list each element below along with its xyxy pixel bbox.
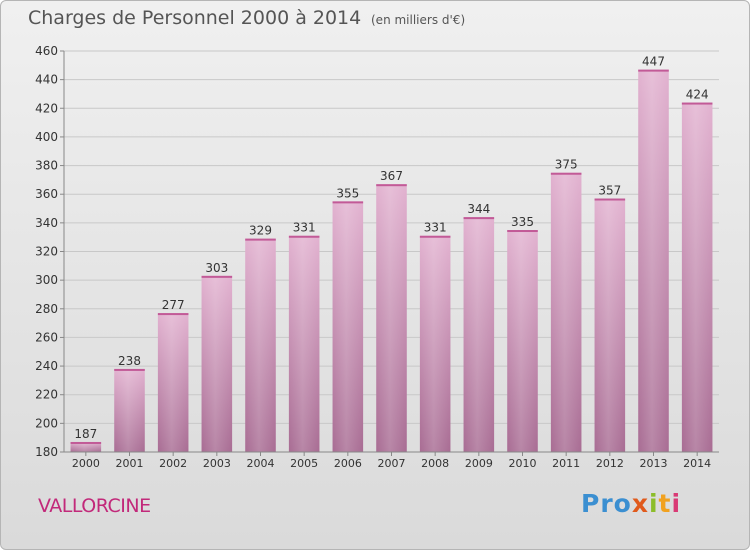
bar-top (419, 235, 451, 238)
commune-name: VALLORCINE (38, 495, 151, 517)
y-tick-label: 440 (35, 73, 58, 87)
bar-top (201, 275, 233, 278)
y-tick-label: 280 (35, 302, 58, 316)
y-tick-label: 200 (35, 416, 58, 430)
data-label: 375 (555, 158, 578, 172)
x-tick-label: 2001 (116, 457, 144, 470)
y-tick-label: 340 (35, 216, 58, 230)
bar-highlight (550, 172, 582, 452)
data-label: 447 (642, 55, 665, 69)
chart-subtitle: (en milliers d'€) (371, 13, 466, 27)
bar-top (70, 441, 102, 444)
data-label: 344 (467, 202, 490, 216)
x-tick-label: 2010 (509, 457, 537, 470)
x-tick-label: 2002 (159, 457, 187, 470)
bar-highlight (638, 69, 669, 452)
x-tick-label: 2014 (683, 457, 711, 470)
x-tick-label: 2012 (596, 457, 624, 470)
bar-highlight (114, 368, 145, 452)
logo-part-3: i (648, 489, 659, 518)
bar-top (463, 217, 495, 220)
y-tick-label: 380 (35, 159, 58, 173)
y-tick-label: 400 (35, 130, 58, 144)
y-tick-label: 180 (35, 445, 58, 459)
proxiti-logo: Proxiti (581, 489, 681, 518)
y-tick-label: 260 (35, 330, 58, 344)
data-label: 277 (162, 298, 185, 312)
data-label: 331 (293, 221, 316, 235)
logo-part-5: i (671, 489, 682, 518)
data-label: 187 (74, 427, 97, 441)
bar-highlight (245, 238, 276, 452)
bar-top (332, 201, 364, 204)
bar-highlight (594, 198, 626, 452)
bar-highlight (419, 235, 451, 452)
x-tick-label: 2009 (465, 457, 493, 470)
logo-part-1: Pro (581, 489, 632, 518)
bar-top (507, 230, 538, 233)
y-tick-label: 240 (35, 359, 58, 373)
x-tick-label: 2004 (247, 457, 275, 470)
data-label: 331 (424, 221, 447, 235)
bar-highlight (288, 235, 320, 452)
x-tick-label: 2007 (378, 457, 406, 470)
y-tick-label: 460 (35, 44, 58, 58)
y-tick-label: 360 (35, 187, 58, 201)
data-label: 367 (380, 169, 403, 183)
bar-highlight (201, 275, 233, 452)
bar-highlight (70, 441, 102, 452)
x-tick-label: 2006 (334, 457, 362, 470)
bar-top (288, 235, 320, 238)
x-tick-label: 2005 (290, 457, 318, 470)
bar-highlight (507, 230, 538, 452)
logo-part-4: t (658, 489, 672, 518)
x-tick-label: 2003 (203, 457, 231, 470)
chart-title: Charges de Personnel 2000 à 2014 (28, 7, 362, 29)
logo-part-2: x (631, 489, 649, 518)
data-label: 335 (511, 215, 534, 229)
bar-top (157, 313, 189, 316)
bar-highlight (681, 102, 713, 453)
x-tick-label: 2008 (421, 457, 449, 470)
y-tick-label: 220 (35, 388, 58, 402)
y-tick-label: 320 (35, 245, 58, 259)
bar-top (594, 198, 626, 201)
bar-top (638, 69, 669, 72)
x-tick-label: 2013 (640, 457, 668, 470)
bar-highlight (332, 201, 364, 452)
bar-highlight (463, 217, 495, 452)
y-tick-label: 300 (35, 273, 58, 287)
bar-highlight (157, 313, 189, 452)
y-tick-label: 420 (35, 101, 58, 115)
data-label: 303 (205, 261, 228, 275)
bar-top (681, 102, 713, 105)
data-label: 329 (249, 224, 272, 238)
bar-top (245, 238, 276, 241)
data-label: 424 (686, 88, 709, 102)
data-label: 238 (118, 354, 141, 368)
data-label: 355 (336, 186, 359, 200)
bar-highlight (376, 184, 407, 453)
bar-top (376, 184, 407, 187)
data-label: 357 (598, 184, 621, 198)
x-tick-label: 2011 (552, 457, 580, 470)
bar-top (550, 172, 582, 175)
bar-top (114, 368, 145, 371)
x-tick-label: 2000 (72, 457, 100, 470)
